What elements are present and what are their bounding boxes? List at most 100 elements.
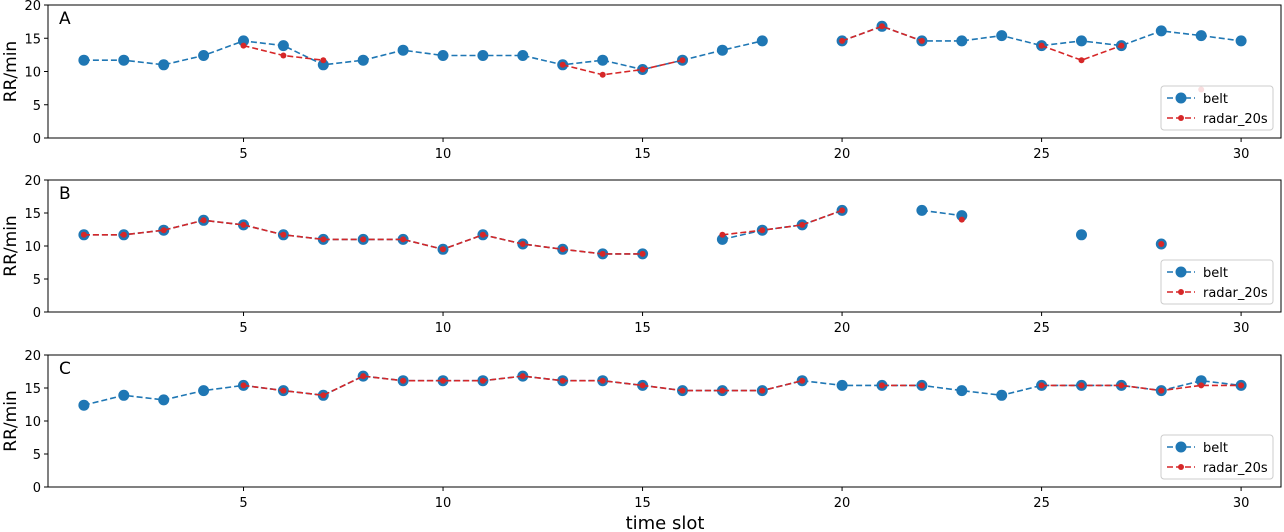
series-belt <box>78 20 1247 75</box>
data-point-belt <box>198 50 210 61</box>
legend-label: belt <box>1203 92 1228 107</box>
series-radar-20s <box>240 373 1245 399</box>
series-radar-20s <box>80 207 1165 257</box>
legend: belt radar_20s <box>1160 259 1274 305</box>
data-point-radar-20s <box>519 373 526 380</box>
data-point-radar-20s <box>1118 42 1125 49</box>
data-point-belt <box>1155 25 1167 37</box>
series-line-radar-20s <box>1041 384 1242 392</box>
data-point-radar-20s <box>1078 382 1085 389</box>
legend-label: belt <box>1203 441 1228 456</box>
data-point-belt <box>277 40 289 52</box>
x-tick-label: 30 <box>1233 496 1250 511</box>
y-tick-label: 15 <box>24 207 41 222</box>
data-point-belt <box>996 389 1008 401</box>
legend-marker <box>1175 266 1187 278</box>
data-point-radar-20s <box>599 250 606 257</box>
y-tick-label: 5 <box>33 448 41 463</box>
series-line-radar-20s <box>841 25 923 42</box>
x-tick-label: 20 <box>834 147 851 162</box>
data-point-radar-20s <box>799 221 806 228</box>
data-point-radar-20s <box>200 217 207 224</box>
x-axis-label: time slot <box>626 513 705 532</box>
data-point-radar-20s <box>400 377 407 384</box>
data-point-radar-20s <box>360 236 367 243</box>
y-tick-label: 10 <box>24 66 41 81</box>
data-point-belt <box>1235 35 1247 47</box>
data-point-radar-20s <box>599 377 606 384</box>
y-axis-label: RR/min <box>1 390 21 451</box>
x-tick-label: 15 <box>634 147 651 162</box>
data-point-radar-20s <box>879 23 885 30</box>
data-point-radar-20s <box>320 392 327 399</box>
data-point-radar-20s <box>1158 387 1165 394</box>
x-tick-label: 15 <box>634 321 651 336</box>
data-point-radar-20s <box>879 382 885 389</box>
data-point-radar-20s <box>918 37 925 44</box>
data-point-belt <box>517 50 529 61</box>
data-point-belt <box>716 44 728 56</box>
data-point-radar-20s <box>759 227 766 234</box>
data-point-belt <box>477 50 489 61</box>
data-point-radar-20s <box>918 382 925 389</box>
legend-marker <box>1175 441 1187 453</box>
x-tick-label: 10 <box>435 147 452 162</box>
data-point-radar-20s <box>839 37 846 44</box>
data-point-belt <box>956 385 968 397</box>
data-point-belt <box>397 44 409 56</box>
data-point-radar-20s <box>519 241 526 247</box>
data-point-radar-20s <box>80 231 87 238</box>
y-tick-label: 15 <box>24 32 41 47</box>
data-point-belt <box>1195 375 1207 387</box>
data-point-radar-20s <box>120 231 127 238</box>
x-tick-label: 20 <box>834 321 851 336</box>
data-point-radar-20s <box>360 373 367 380</box>
data-point-radar-20s <box>839 207 846 214</box>
y-tick-label: 20 <box>24 349 41 364</box>
data-point-radar-20s <box>639 250 646 257</box>
y-axis-label: RR/min <box>1 215 21 276</box>
legend-marker <box>1175 92 1187 104</box>
data-point-belt <box>238 35 249 47</box>
data-point-radar-20s <box>160 227 167 234</box>
x-tick-label: 30 <box>1233 321 1250 336</box>
data-point-radar-20s <box>559 246 566 253</box>
legend-box <box>1160 434 1274 480</box>
legend-label: radar_20s <box>1203 286 1268 301</box>
data-point-radar-20s <box>559 377 566 384</box>
data-point-radar-20s <box>1038 42 1045 49</box>
data-point-radar-20s <box>1158 241 1165 247</box>
data-point-belt <box>118 389 130 401</box>
data-point-radar-20s <box>719 387 726 394</box>
data-point-radar-20s <box>400 236 407 243</box>
data-point-belt <box>836 379 848 391</box>
data-point-radar-20s <box>479 377 486 384</box>
series-line-radar-20s <box>1041 44 1122 62</box>
legend: belt radar_20s <box>1160 434 1274 480</box>
series-line-belt <box>83 40 763 71</box>
y-tick-label: 0 <box>33 132 41 147</box>
x-tick-label: 15 <box>634 496 651 511</box>
y-axis-label: RR/min <box>1 41 21 102</box>
data-point-belt <box>317 59 329 71</box>
data-point-radar-20s <box>639 382 646 389</box>
y-tick-label: 10 <box>24 415 41 430</box>
data-point-radar-20s <box>599 71 606 78</box>
data-point-radar-20s <box>1078 57 1085 64</box>
panel-label: C <box>59 359 71 379</box>
y-tick-label: 5 <box>33 273 41 288</box>
data-point-belt <box>198 385 210 397</box>
data-point-belt <box>158 394 170 406</box>
y-tick-label: 5 <box>33 99 41 114</box>
x-tick-label: 10 <box>435 496 452 511</box>
data-point-radar-20s <box>719 231 726 238</box>
data-point-belt <box>1076 35 1087 47</box>
legend-label: radar_20s <box>1203 112 1268 127</box>
data-point-belt <box>597 54 609 66</box>
data-point-radar-20s <box>240 221 247 228</box>
data-point-radar-20s <box>958 216 965 223</box>
data-point-belt <box>716 233 728 245</box>
